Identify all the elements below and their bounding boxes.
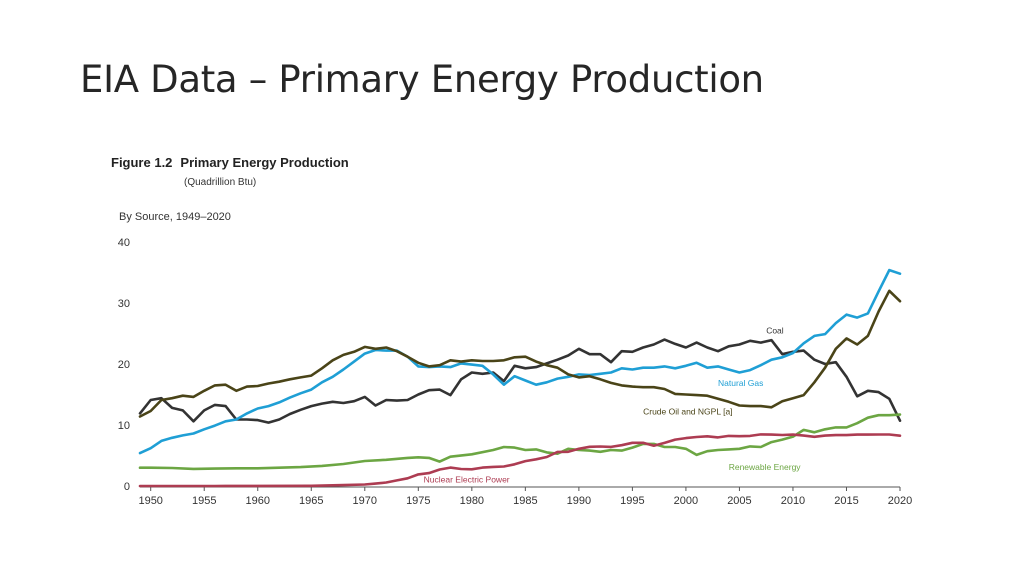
series-label-coal: Coal [766, 325, 784, 335]
figure-label: Figure 1.2 [111, 155, 173, 170]
x-tick-label: 1960 [246, 495, 270, 507]
x-axis-ticks: 1950 1955 1960 1965 1970 1975 1980 1985 1990 1995… [138, 487, 912, 507]
series-line-nuclear-electric-power [138, 433, 902, 488]
series-label-crude-oil-and-ngpl-a: Crude Oil and NGPL [a] [643, 407, 732, 417]
x-tick-label: 1985 [513, 495, 537, 507]
x-tick-label: 1970 [353, 495, 377, 507]
x-tick-label: 1950 [138, 495, 162, 507]
y-tick-label: 20 [118, 359, 130, 371]
series-line-coal [138, 338, 902, 424]
figure-title: Primary Energy Production [180, 155, 349, 170]
figure-heading: Figure 1.2 Primary Energy Production [111, 155, 349, 170]
y-axis-ticks: 0 10 20 30 40 [118, 237, 130, 493]
series-label-natural-gas: Natural Gas [718, 378, 763, 388]
y-tick-label: 0 [124, 481, 130, 493]
series-label-nuclear-electric-power: Nuclear Electric Power [424, 474, 510, 484]
x-tick-label: 1980 [460, 495, 484, 507]
x-tick-label: 2020 [888, 495, 912, 507]
slide-title: EIA Data – Primary Energy Production [80, 58, 764, 101]
x-tick-label: 1965 [299, 495, 323, 507]
x-tick-label: 2010 [781, 495, 805, 507]
figure-units: (Quadrillion Btu) [184, 177, 257, 188]
x-tick-label: 2015 [834, 495, 858, 507]
y-tick-label: 40 [118, 237, 130, 249]
y-tick-label: 10 [118, 420, 130, 432]
series-lines [138, 268, 902, 488]
x-tick-label: 2000 [674, 495, 698, 507]
x-tick-label: 1990 [567, 495, 591, 507]
series-labels: Coal Natural Gas Crude Oil and NGPL [a] Ren… [424, 325, 802, 484]
series-line-renewable-energy [138, 413, 902, 471]
x-tick-label: 1975 [406, 495, 430, 507]
series-label-renewable-energy: Renewable Energy [729, 462, 802, 472]
series-line-natural-gas [138, 268, 902, 455]
x-tick-label: 1955 [192, 495, 216, 507]
series-line-crude-oil-and-ngpl-a [138, 289, 902, 418]
x-tick-label: 2005 [727, 495, 751, 507]
x-tick-label: 1995 [620, 495, 644, 507]
y-tick-label: 30 [118, 298, 130, 310]
chart-subtitle: By Source, 1949–2020 [119, 211, 231, 223]
